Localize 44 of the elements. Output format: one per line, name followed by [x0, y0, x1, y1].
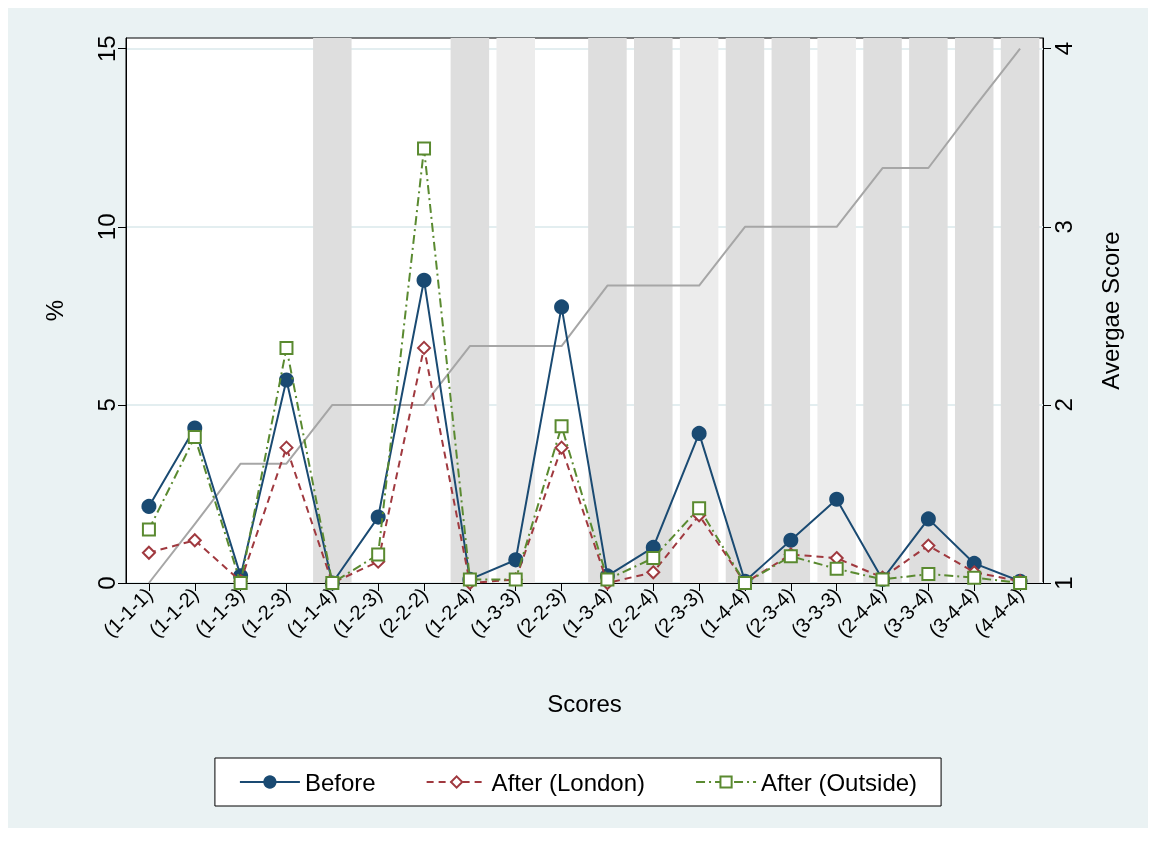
point — [600, 572, 615, 587]
point — [279, 340, 294, 355]
legend-label: After (London) — [491, 768, 646, 796]
line-series — [147, 47, 1022, 584]
point — [967, 570, 982, 585]
y-tick-label: 10 — [92, 213, 120, 241]
y-tick-label: 5 — [92, 398, 120, 412]
y2-tick-label: 2 — [1049, 398, 1077, 412]
y-tick-label: 0 — [92, 576, 120, 590]
point — [278, 372, 294, 388]
point — [921, 567, 936, 582]
point — [646, 551, 661, 566]
point — [141, 522, 156, 537]
point — [646, 565, 661, 580]
y-tick-label: 15 — [92, 35, 120, 63]
legend-label: After (Outside) — [761, 768, 918, 796]
point — [187, 429, 202, 444]
point — [417, 340, 432, 355]
point — [187, 533, 202, 548]
point — [920, 511, 936, 527]
point — [829, 561, 844, 576]
x-axis-title: Scores — [547, 689, 622, 717]
point — [921, 538, 936, 553]
point — [554, 440, 569, 455]
point — [279, 440, 294, 455]
point — [692, 501, 707, 516]
y-axis-title: % — [40, 299, 68, 322]
point — [554, 299, 570, 315]
point — [370, 509, 386, 525]
legend-label: Before — [304, 768, 376, 796]
y2-tick-label: 4 — [1049, 42, 1077, 56]
y2-tick-label: 1 — [1049, 576, 1077, 590]
point — [416, 272, 432, 288]
point — [141, 498, 157, 514]
y2-tick-label: 3 — [1049, 220, 1077, 234]
point — [554, 419, 569, 434]
point — [371, 547, 386, 562]
point — [691, 425, 707, 441]
point — [508, 552, 524, 568]
point — [417, 141, 432, 156]
point — [829, 491, 845, 507]
point — [141, 545, 156, 560]
point — [783, 532, 799, 548]
y2-axis-title: Avergae Score — [1096, 231, 1124, 390]
